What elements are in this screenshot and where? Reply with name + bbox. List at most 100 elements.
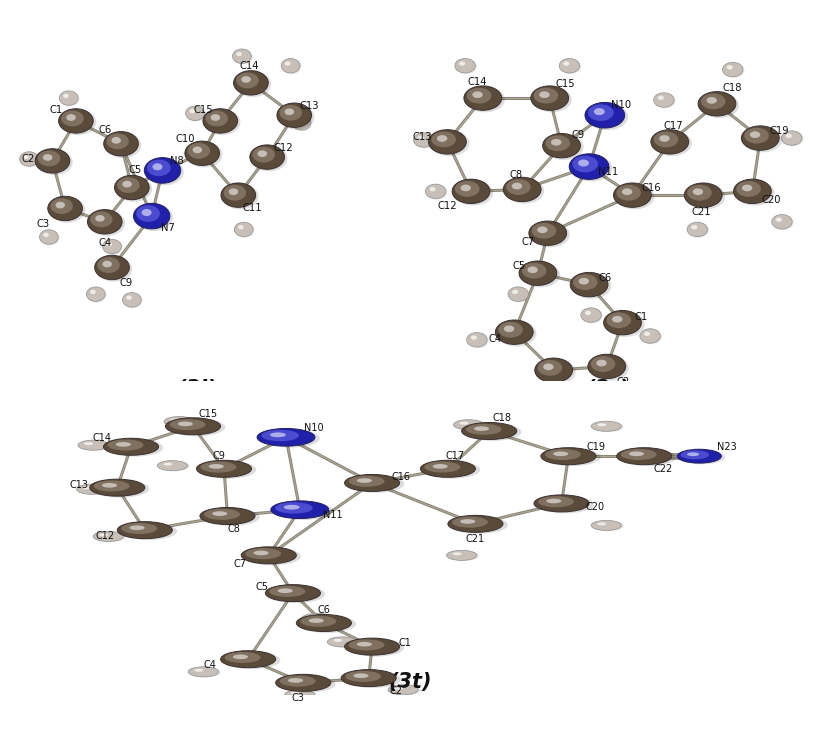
Ellipse shape xyxy=(40,230,60,245)
Text: C14: C14 xyxy=(239,61,259,71)
Text: C12: C12 xyxy=(437,201,457,211)
Ellipse shape xyxy=(188,667,218,677)
Ellipse shape xyxy=(292,116,310,130)
Ellipse shape xyxy=(559,59,579,73)
Ellipse shape xyxy=(570,154,612,182)
Ellipse shape xyxy=(446,550,476,561)
Text: C1: C1 xyxy=(49,105,62,114)
Ellipse shape xyxy=(428,130,466,154)
Ellipse shape xyxy=(60,92,79,106)
Ellipse shape xyxy=(537,360,562,376)
Ellipse shape xyxy=(245,548,281,559)
Text: C1: C1 xyxy=(398,638,411,649)
Text: C8: C8 xyxy=(228,524,241,534)
Ellipse shape xyxy=(508,287,529,302)
Ellipse shape xyxy=(505,179,530,195)
Ellipse shape xyxy=(269,586,305,597)
Ellipse shape xyxy=(126,296,132,300)
Ellipse shape xyxy=(122,293,141,307)
Ellipse shape xyxy=(78,440,108,450)
Ellipse shape xyxy=(460,184,470,191)
Ellipse shape xyxy=(550,139,561,146)
Ellipse shape xyxy=(50,198,73,214)
Ellipse shape xyxy=(466,332,486,347)
Text: (3t): (3t) xyxy=(387,672,432,692)
Ellipse shape xyxy=(686,223,707,236)
Ellipse shape xyxy=(89,479,145,496)
Ellipse shape xyxy=(733,179,771,203)
Ellipse shape xyxy=(464,87,505,112)
Ellipse shape xyxy=(424,462,459,473)
Ellipse shape xyxy=(229,188,238,195)
Ellipse shape xyxy=(394,687,403,690)
Ellipse shape xyxy=(275,502,312,514)
Ellipse shape xyxy=(279,105,301,121)
Ellipse shape xyxy=(165,418,220,435)
Ellipse shape xyxy=(292,116,312,131)
Ellipse shape xyxy=(451,517,487,528)
Ellipse shape xyxy=(146,159,183,185)
Ellipse shape xyxy=(24,154,29,159)
Ellipse shape xyxy=(459,61,464,66)
Ellipse shape xyxy=(722,63,744,78)
Text: C15: C15 xyxy=(555,78,575,89)
Ellipse shape xyxy=(35,149,70,173)
Ellipse shape xyxy=(495,320,532,344)
Ellipse shape xyxy=(284,108,294,115)
Ellipse shape xyxy=(604,311,644,337)
Ellipse shape xyxy=(222,184,258,209)
Ellipse shape xyxy=(532,87,571,112)
Ellipse shape xyxy=(722,62,742,77)
Ellipse shape xyxy=(536,226,547,234)
Ellipse shape xyxy=(333,639,342,642)
Ellipse shape xyxy=(530,86,568,111)
Ellipse shape xyxy=(536,496,593,513)
Ellipse shape xyxy=(553,452,568,456)
Ellipse shape xyxy=(742,127,781,152)
Ellipse shape xyxy=(76,484,106,494)
Ellipse shape xyxy=(259,429,319,447)
Ellipse shape xyxy=(142,209,152,216)
Ellipse shape xyxy=(136,205,160,222)
Ellipse shape xyxy=(618,448,676,466)
Ellipse shape xyxy=(200,507,255,525)
Text: C16: C16 xyxy=(640,183,660,193)
Ellipse shape xyxy=(97,257,120,273)
Ellipse shape xyxy=(503,326,514,332)
Ellipse shape xyxy=(464,86,501,111)
Ellipse shape xyxy=(356,478,372,483)
Ellipse shape xyxy=(204,509,240,520)
Ellipse shape xyxy=(771,214,791,229)
Ellipse shape xyxy=(344,638,399,655)
Ellipse shape xyxy=(539,92,549,98)
Ellipse shape xyxy=(278,589,292,593)
Ellipse shape xyxy=(134,204,173,231)
Ellipse shape xyxy=(587,354,625,378)
Ellipse shape xyxy=(170,419,206,430)
Ellipse shape xyxy=(58,109,93,133)
Ellipse shape xyxy=(133,203,170,229)
Ellipse shape xyxy=(115,176,152,202)
Ellipse shape xyxy=(102,239,121,254)
Ellipse shape xyxy=(678,449,724,464)
Ellipse shape xyxy=(420,460,475,477)
Ellipse shape xyxy=(257,150,267,157)
Ellipse shape xyxy=(734,180,774,206)
Ellipse shape xyxy=(210,114,219,121)
Ellipse shape xyxy=(186,106,206,122)
Ellipse shape xyxy=(658,135,669,142)
Ellipse shape xyxy=(542,133,580,158)
Ellipse shape xyxy=(429,187,435,191)
Ellipse shape xyxy=(279,676,315,687)
Ellipse shape xyxy=(539,392,545,397)
Ellipse shape xyxy=(300,616,336,627)
Ellipse shape xyxy=(676,449,721,463)
Ellipse shape xyxy=(63,94,69,98)
Ellipse shape xyxy=(639,329,659,343)
Ellipse shape xyxy=(301,613,332,624)
Text: C15: C15 xyxy=(193,105,212,114)
Text: (3r): (3r) xyxy=(584,378,628,399)
Ellipse shape xyxy=(165,417,197,427)
Ellipse shape xyxy=(595,359,606,367)
Ellipse shape xyxy=(686,184,711,201)
